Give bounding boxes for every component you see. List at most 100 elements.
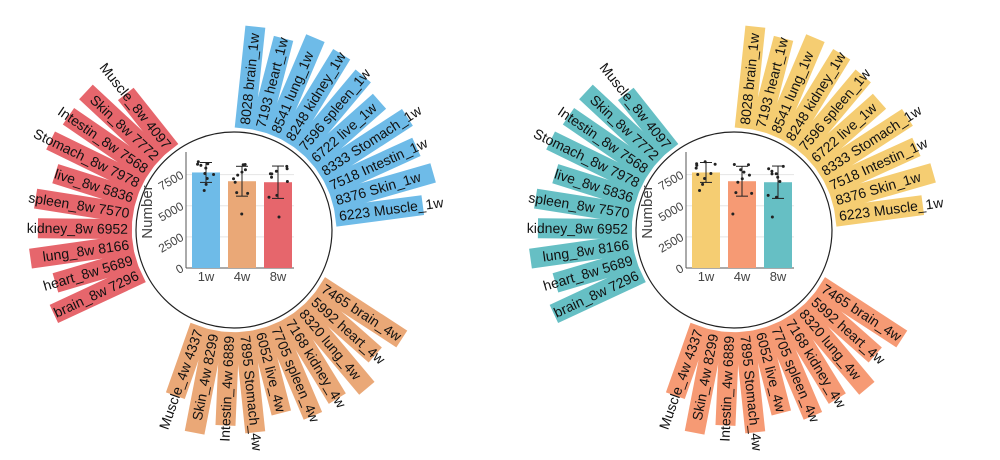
radial-bar-fill bbox=[184, 328, 225, 435]
inset-datapoint bbox=[212, 172, 216, 176]
radial-bar-fill bbox=[34, 188, 135, 224]
inset-datapoint bbox=[750, 191, 754, 195]
radial-bar-fill bbox=[749, 35, 794, 134]
inset-datapoint bbox=[698, 189, 702, 193]
inset-xtick-label: 8w bbox=[270, 269, 287, 284]
radial-bar-fill bbox=[278, 49, 351, 149]
inset-xtick-label: 1w bbox=[198, 269, 215, 284]
radial-bar-fill bbox=[291, 69, 371, 159]
radial-bar-label: Intestin_4w 6889 bbox=[716, 335, 737, 442]
radial-bar-fill bbox=[791, 301, 875, 395]
inset-datapoint bbox=[206, 162, 210, 166]
radial-bar-fill bbox=[833, 195, 925, 227]
radial-bar-label: Intestin_4w 6889 bbox=[216, 335, 237, 442]
inset-datapoint bbox=[770, 169, 774, 173]
inset-datapoint bbox=[770, 215, 774, 219]
inset-bar-1w bbox=[192, 172, 220, 268]
radial-bar-fill bbox=[684, 328, 725, 435]
inset-datapoint bbox=[277, 215, 281, 219]
inset-datapoint bbox=[205, 176, 209, 180]
radial-bar-fill bbox=[749, 326, 792, 416]
inset-datapoint bbox=[701, 182, 705, 186]
radial-bar-fill bbox=[665, 322, 710, 399]
radial-bar-fill bbox=[829, 163, 936, 212]
inset-datapoint bbox=[243, 168, 247, 172]
radial-bar-fill bbox=[62, 107, 156, 181]
radial-bar-kidney_8w: kidney_8w 6952 bbox=[27, 218, 133, 240]
inset-datapoint bbox=[202, 189, 206, 193]
radial-bar-fill bbox=[562, 107, 656, 181]
radial-bar-fill bbox=[546, 131, 647, 195]
radial-bar-fill bbox=[52, 249, 140, 293]
inset-datapoint bbox=[285, 167, 289, 171]
radial-bar-fill bbox=[552, 164, 640, 209]
inset-datapoint bbox=[767, 167, 771, 171]
radial-bar-fill bbox=[537, 218, 633, 240]
inset-datapoint bbox=[246, 191, 250, 195]
inset-datapoint bbox=[204, 182, 208, 186]
radial-bar-fill bbox=[234, 25, 266, 130]
inset-datapoint bbox=[770, 172, 774, 176]
inset-datapoint bbox=[232, 177, 236, 181]
radial-bar-fill bbox=[264, 34, 325, 141]
inset-datapoint bbox=[196, 162, 200, 166]
radial-bar-label: kidney_8w 6952 bbox=[27, 220, 129, 237]
inset-xtick-label: 1w bbox=[698, 269, 715, 284]
radial-bar-fill bbox=[52, 164, 140, 209]
radial-bar-fill bbox=[322, 137, 421, 197]
inset-datapoint bbox=[774, 172, 778, 176]
radial-bar-fill bbox=[549, 264, 646, 324]
inset-datapoint bbox=[731, 212, 735, 216]
radial-bar-fill bbox=[234, 330, 266, 434]
inset-datapoint bbox=[709, 171, 713, 175]
radial-bar-fill bbox=[291, 301, 375, 395]
inset-datapoint bbox=[275, 193, 279, 197]
radial-bar-fill bbox=[49, 264, 146, 324]
radial-bar-fill bbox=[814, 108, 913, 183]
radial-bar-fill bbox=[303, 93, 387, 170]
radial-bar-fill bbox=[715, 331, 740, 426]
radial-bar-fill bbox=[46, 131, 147, 195]
inset-xtick-label: 8w bbox=[770, 269, 787, 284]
radial-bar-intestin_4w: Intestin_4w 6889 bbox=[715, 331, 740, 442]
inset-datapoint bbox=[240, 212, 244, 216]
inset-datapoint bbox=[235, 191, 239, 195]
radial-bar-fill bbox=[734, 330, 766, 434]
radial-bar-fill bbox=[264, 319, 323, 420]
radial-bar-fill bbox=[778, 49, 851, 149]
inset-y-label: Number bbox=[139, 185, 156, 238]
inset-datapoint bbox=[740, 177, 744, 181]
radial-bar-fill bbox=[803, 290, 882, 363]
radial-bar-fill bbox=[314, 277, 408, 348]
radial-bar-fill bbox=[529, 234, 635, 269]
inset-xtick-label: 4w bbox=[734, 269, 751, 284]
inset-datapoint bbox=[270, 172, 274, 176]
inset-datapoint bbox=[776, 175, 780, 179]
inset-datapoint bbox=[781, 164, 785, 168]
inset-datapoint bbox=[703, 160, 707, 164]
radial-bar-fill bbox=[579, 84, 667, 168]
inset-datapoint bbox=[742, 170, 746, 174]
radial-bar-fill bbox=[29, 234, 135, 269]
inset-datapoint bbox=[285, 179, 289, 183]
inset-datapoint bbox=[713, 162, 717, 166]
radial-bar-fill bbox=[37, 218, 133, 240]
inset-datapoint bbox=[703, 176, 707, 180]
radial-bar-kidney_8w: kidney_8w 6952 bbox=[527, 218, 633, 240]
radial-bar-fill bbox=[278, 311, 346, 404]
radial-bar-fill bbox=[534, 188, 635, 224]
radial-bar-fill bbox=[165, 322, 210, 399]
radial-bar-fill bbox=[617, 87, 679, 157]
inset-datapoint bbox=[196, 160, 200, 164]
inset-datapoint bbox=[204, 166, 208, 170]
inset-datapoint bbox=[233, 180, 237, 184]
inset-datapoint bbox=[240, 170, 244, 174]
inset-datapoint bbox=[274, 169, 278, 173]
radial-bar-fill bbox=[333, 195, 425, 227]
inset-datapoint bbox=[267, 195, 271, 199]
inset-datapoint bbox=[695, 162, 699, 166]
